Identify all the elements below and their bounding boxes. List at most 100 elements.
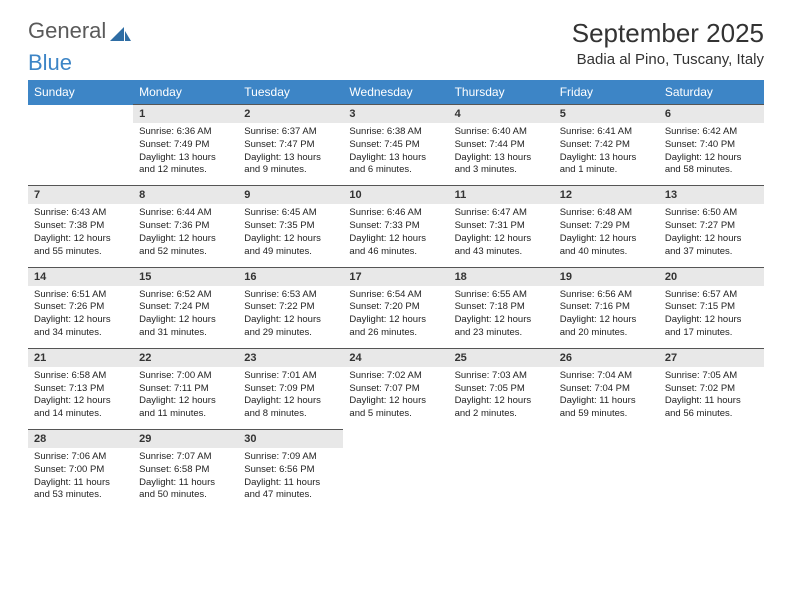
logo-line2: Blue [28, 50, 148, 76]
day-content-cell [343, 448, 448, 510]
dow-tuesday: Tuesday [238, 80, 343, 105]
daylight-text: Daylight: 13 hours and 3 minutes. [455, 152, 548, 178]
day-content-cell: Sunrise: 6:41 AMSunset: 7:42 PMDaylight:… [554, 123, 659, 186]
dow-saturday: Saturday [659, 80, 764, 105]
calendar-table: Sunday Monday Tuesday Wednesday Thursday… [28, 80, 764, 510]
sunrise-text: Sunrise: 6:53 AM [244, 289, 337, 302]
day-number-cell: 9 [238, 186, 343, 205]
daylight-text: Daylight: 12 hours and 14 minutes. [34, 395, 127, 421]
sunrise-text: Sunrise: 6:54 AM [349, 289, 442, 302]
sunrise-text: Sunrise: 6:46 AM [349, 207, 442, 220]
day-number-cell: 15 [133, 267, 238, 286]
day-number-cell: 20 [659, 267, 764, 286]
sunset-text: Sunset: 7:38 PM [34, 220, 127, 233]
day-content-cell [449, 448, 554, 510]
day-content-cell: Sunrise: 6:36 AMSunset: 7:49 PMDaylight:… [133, 123, 238, 186]
logo-word1: General [28, 18, 106, 44]
sunset-text: Sunset: 7:47 PM [244, 139, 337, 152]
sunrise-text: Sunrise: 6:51 AM [34, 289, 127, 302]
daynum-row: 78910111213 [28, 186, 764, 205]
daylight-text: Daylight: 12 hours and 5 minutes. [349, 395, 442, 421]
sunset-text: Sunset: 7:44 PM [455, 139, 548, 152]
day-number-cell: 23 [238, 348, 343, 367]
day-content-cell: Sunrise: 6:43 AMSunset: 7:38 PMDaylight:… [28, 204, 133, 267]
day-number-cell [554, 430, 659, 449]
day-number-cell [343, 430, 448, 449]
sunrise-text: Sunrise: 6:52 AM [139, 289, 232, 302]
dow-friday: Friday [554, 80, 659, 105]
day-number-cell: 24 [343, 348, 448, 367]
daylight-text: Daylight: 13 hours and 1 minute. [560, 152, 653, 178]
day-content-cell: Sunrise: 6:48 AMSunset: 7:29 PMDaylight:… [554, 204, 659, 267]
sunrise-text: Sunrise: 7:07 AM [139, 451, 232, 464]
day-number-cell: 2 [238, 105, 343, 124]
day-number-cell: 18 [449, 267, 554, 286]
day-number-cell: 3 [343, 105, 448, 124]
sunset-text: Sunset: 7:05 PM [455, 383, 548, 396]
daylight-text: Daylight: 12 hours and 11 minutes. [139, 395, 232, 421]
dow-thursday: Thursday [449, 80, 554, 105]
day-number-cell: 4 [449, 105, 554, 124]
sunrise-text: Sunrise: 6:38 AM [349, 126, 442, 139]
daylight-text: Daylight: 12 hours and 40 minutes. [560, 233, 653, 259]
day-content-cell: Sunrise: 6:53 AMSunset: 7:22 PMDaylight:… [238, 286, 343, 349]
sunrise-text: Sunrise: 7:01 AM [244, 370, 337, 383]
day-content-cell: Sunrise: 6:54 AMSunset: 7:20 PMDaylight:… [343, 286, 448, 349]
sunrise-text: Sunrise: 6:47 AM [455, 207, 548, 220]
day-number-cell: 11 [449, 186, 554, 205]
sunrise-text: Sunrise: 7:04 AM [560, 370, 653, 383]
sunrise-text: Sunrise: 6:36 AM [139, 126, 232, 139]
day-number-cell: 30 [238, 430, 343, 449]
daylight-text: Daylight: 12 hours and 37 minutes. [665, 233, 758, 259]
day-content-cell: Sunrise: 6:50 AMSunset: 7:27 PMDaylight:… [659, 204, 764, 267]
daylight-text: Daylight: 11 hours and 50 minutes. [139, 477, 232, 503]
day-content-cell: Sunrise: 7:02 AMSunset: 7:07 PMDaylight:… [343, 367, 448, 430]
logo-sail-icon [110, 23, 132, 39]
day-content-cell: Sunrise: 7:05 AMSunset: 7:02 PMDaylight:… [659, 367, 764, 430]
daylight-text: Daylight: 12 hours and 26 minutes. [349, 314, 442, 340]
daylight-text: Daylight: 12 hours and 29 minutes. [244, 314, 337, 340]
daylight-text: Daylight: 11 hours and 56 minutes. [665, 395, 758, 421]
title-block: September 2025 Badia al Pino, Tuscany, I… [572, 18, 764, 68]
dow-sunday: Sunday [28, 80, 133, 105]
day-number-cell: 21 [28, 348, 133, 367]
daylight-text: Daylight: 12 hours and 52 minutes. [139, 233, 232, 259]
day-content-cell: Sunrise: 6:38 AMSunset: 7:45 PMDaylight:… [343, 123, 448, 186]
day-content-cell: Sunrise: 7:06 AMSunset: 7:00 PMDaylight:… [28, 448, 133, 510]
day-number-cell: 14 [28, 267, 133, 286]
sunset-text: Sunset: 7:13 PM [34, 383, 127, 396]
sunset-text: Sunset: 7:35 PM [244, 220, 337, 233]
day-content-cell: Sunrise: 6:57 AMSunset: 7:15 PMDaylight:… [659, 286, 764, 349]
day-content-cell: Sunrise: 6:52 AMSunset: 7:24 PMDaylight:… [133, 286, 238, 349]
day-content-cell: Sunrise: 6:44 AMSunset: 7:36 PMDaylight:… [133, 204, 238, 267]
sunset-text: Sunset: 7:04 PM [560, 383, 653, 396]
daylight-text: Daylight: 12 hours and 49 minutes. [244, 233, 337, 259]
sunrise-text: Sunrise: 6:44 AM [139, 207, 232, 220]
sunrise-text: Sunrise: 6:57 AM [665, 289, 758, 302]
day-number-cell: 19 [554, 267, 659, 286]
sunset-text: Sunset: 7:11 PM [139, 383, 232, 396]
title-month: September 2025 [572, 18, 764, 49]
daylight-text: Daylight: 12 hours and 58 minutes. [665, 152, 758, 178]
day-content-cell: Sunrise: 7:03 AMSunset: 7:05 PMDaylight:… [449, 367, 554, 430]
day-number-cell: 7 [28, 186, 133, 205]
sunrise-text: Sunrise: 6:37 AM [244, 126, 337, 139]
daylight-text: Daylight: 12 hours and 20 minutes. [560, 314, 653, 340]
daylight-text: Daylight: 13 hours and 9 minutes. [244, 152, 337, 178]
daylight-text: Daylight: 12 hours and 46 minutes. [349, 233, 442, 259]
sunrise-text: Sunrise: 6:56 AM [560, 289, 653, 302]
day-content-cell [28, 123, 133, 186]
day-number-cell: 1 [133, 105, 238, 124]
day-content-cell: Sunrise: 7:04 AMSunset: 7:04 PMDaylight:… [554, 367, 659, 430]
sunset-text: Sunset: 7:36 PM [139, 220, 232, 233]
day-content-cell [659, 448, 764, 510]
day-number-cell: 8 [133, 186, 238, 205]
daylight-text: Daylight: 12 hours and 31 minutes. [139, 314, 232, 340]
day-content-cell: Sunrise: 6:58 AMSunset: 7:13 PMDaylight:… [28, 367, 133, 430]
sunset-text: Sunset: 7:45 PM [349, 139, 442, 152]
sunset-text: Sunset: 7:02 PM [665, 383, 758, 396]
daylight-text: Daylight: 12 hours and 2 minutes. [455, 395, 548, 421]
day-number-cell: 17 [343, 267, 448, 286]
daynum-row: 21222324252627 [28, 348, 764, 367]
sunset-text: Sunset: 7:26 PM [34, 301, 127, 314]
